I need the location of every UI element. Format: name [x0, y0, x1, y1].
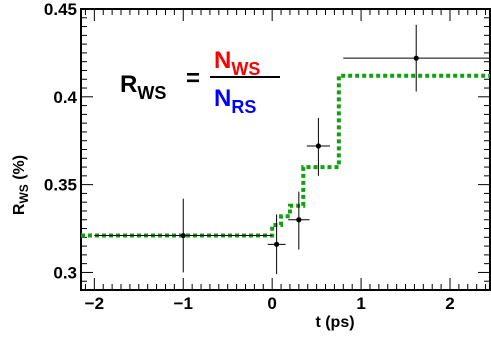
y-tick-label: 0.45 [44, 0, 77, 19]
y-tick-label: 0.4 [53, 88, 77, 107]
formula-denominator-main: N [214, 85, 231, 112]
formula-denominator: NRS [214, 85, 256, 117]
data-point [288, 191, 310, 250]
y-tick-label: 0.3 [53, 263, 77, 282]
formula-lhs-sub: WS [137, 83, 166, 103]
y-axis-title-group: RWS (%) [11, 155, 31, 215]
data-point [343, 24, 491, 92]
formula-numerator-sub: WS [231, 59, 260, 79]
x-tick-label: −2 [85, 294, 104, 313]
data-marker [180, 232, 186, 239]
data-marker [413, 55, 419, 61]
formula-equals: = [186, 65, 200, 92]
x-tick-label: 1 [356, 294, 365, 313]
plot-frame-group [80, 8, 491, 291]
tick-marks [81, 8, 490, 291]
data-point [94, 198, 273, 273]
data-marker [296, 217, 302, 223]
tick-labels: −2 −1 0 1 2 0.3 0.35 0.4 0.45 [44, 0, 455, 313]
y-axis-title-sub: WS [17, 184, 31, 203]
data-marker [315, 143, 321, 149]
x-axis-title: t (ps) [315, 314, 354, 331]
data-points-group [94, 24, 491, 275]
formula-lhs: RWS [120, 71, 166, 103]
x-tick-label: 0 [267, 294, 276, 313]
y-tick-label: 0.35 [44, 176, 77, 195]
data-point [267, 214, 286, 275]
y-axis-title-main: R [11, 203, 28, 215]
y-axis-title-unit: (%) [11, 155, 28, 184]
fit-step-line [81, 73, 490, 238]
formula-denominator-sub: RS [231, 97, 256, 117]
ratio-formula: RWS = NWS NRS [120, 47, 280, 117]
x-tick-label: 2 [445, 294, 454, 313]
fit-step-group [81, 73, 490, 238]
plot-frame [80, 8, 491, 291]
formula-numerator-main: N [214, 47, 231, 74]
data-point [306, 117, 330, 176]
formula-numerator: NWS [214, 47, 260, 79]
x-axis-title-group: t (ps) [315, 314, 354, 331]
x-tick-label: −1 [174, 294, 193, 313]
y-axis-title: RWS (%) [11, 155, 31, 215]
data-marker [274, 241, 280, 247]
formula-lhs-main: R [120, 71, 137, 98]
